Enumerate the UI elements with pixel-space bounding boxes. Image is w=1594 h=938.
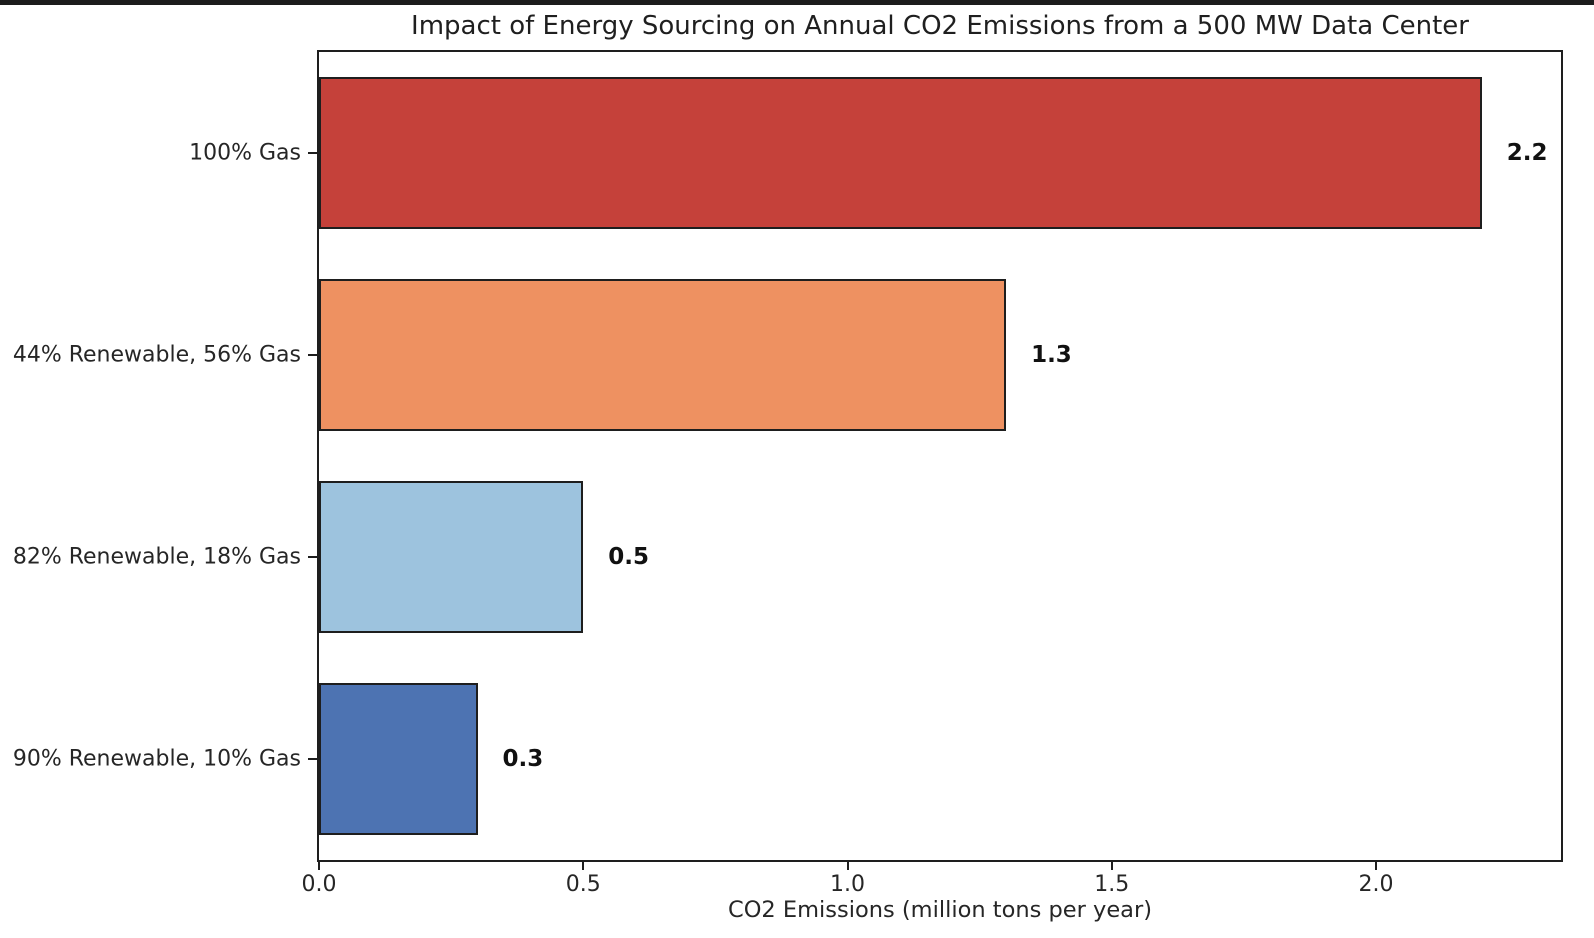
y-tick-mark: [308, 758, 317, 760]
bar-value-label: 0.3: [502, 746, 544, 772]
y-category-label: 90% Renewable, 10% Gas: [12, 746, 301, 772]
y-tick-mark: [308, 354, 317, 356]
bar-value-label: 1.3: [1031, 342, 1072, 368]
x-tick-mark: [846, 861, 849, 870]
x-tick-label: 2.0: [1358, 872, 1394, 897]
plot-area: 2.2 1.3 0.5 0.3: [317, 50, 1563, 862]
x-tick-label: 1.5: [1094, 872, 1130, 897]
x-tick-mark: [1375, 861, 1378, 870]
x-axis-label: CO2 Emissions (million tons per year): [728, 897, 1152, 923]
y-category-label: 100% Gas: [189, 140, 301, 166]
x-tick-label: 0.0: [301, 872, 337, 897]
x-tick-label: 0.5: [565, 872, 601, 897]
y-category-label: 82% Renewable, 18% Gas: [12, 544, 301, 570]
y-tick-mark: [308, 556, 317, 558]
chart-title: Impact of Energy Sourcing on Annual CO2 …: [411, 11, 1469, 41]
x-tick-label: 1.0: [830, 872, 865, 897]
y-category-label: 44% Renewable, 56% Gas: [12, 342, 301, 368]
x-tick-mark: [318, 861, 320, 870]
bar-value-label: 2.2: [1506, 140, 1548, 166]
bar-2: [319, 279, 1007, 431]
bar-3: [319, 481, 584, 633]
y-tick-mark: [308, 152, 317, 154]
bar-value-label: 0.5: [608, 544, 649, 570]
x-tick-mark: [582, 861, 585, 870]
x-tick-mark: [1110, 861, 1113, 870]
bar-4: [319, 683, 478, 835]
bar-1: [319, 77, 1482, 229]
window-edge-strip: [0, 0, 1594, 5]
